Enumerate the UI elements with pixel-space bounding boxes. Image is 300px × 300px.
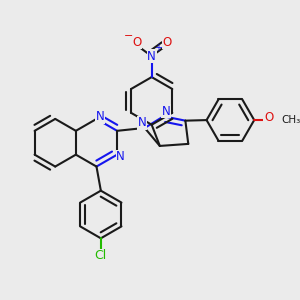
Text: Cl: Cl [95, 249, 107, 262]
Text: N: N [137, 116, 146, 129]
Text: O: O [265, 111, 274, 124]
Text: −: − [124, 32, 133, 41]
Text: CH₃: CH₃ [281, 115, 300, 125]
Text: +: + [154, 43, 162, 53]
Text: N: N [147, 50, 156, 63]
Text: N: N [96, 110, 104, 123]
Text: N: N [116, 151, 125, 164]
Text: O: O [132, 36, 141, 49]
Text: N: N [161, 105, 170, 118]
Text: O: O [162, 36, 171, 49]
